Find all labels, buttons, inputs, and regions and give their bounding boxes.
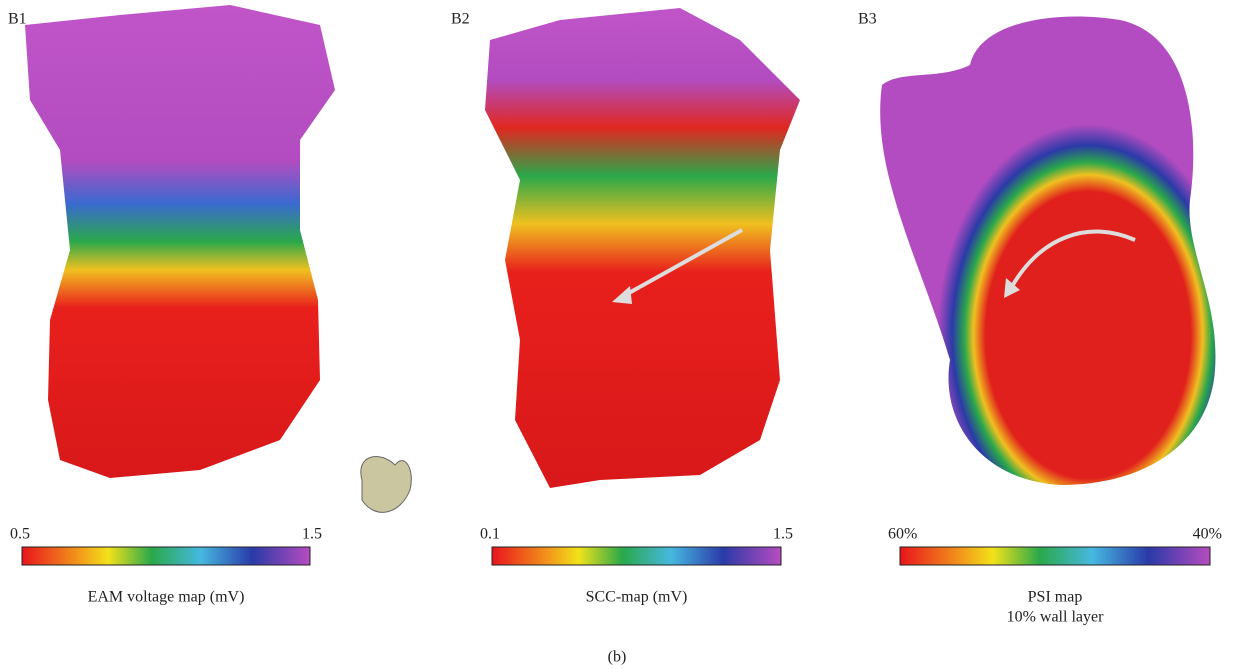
colorbar-max-label: 1.5	[773, 526, 793, 543]
colorbar-max-label: 1.5	[302, 526, 322, 543]
figure: B1 B2 B3 (b) 0.5 1.5 EAM voltage map (mV) 0…	[0, 0, 1234, 669]
colorbar-caption: 10% wall layer	[1007, 609, 1105, 626]
figure-label: (b)	[608, 649, 627, 666]
colorbar-caption: PSI map	[1028, 589, 1083, 606]
colorbar-caption: SCC-map (mV)	[586, 589, 688, 606]
colorbar-min-label: 60%	[888, 526, 917, 543]
voltage-map	[25, 5, 335, 478]
colorbar	[492, 547, 781, 565]
colorbar-caption: EAM voltage map (mV)	[88, 589, 245, 606]
psi-map	[880, 16, 1215, 485]
colorbar-min-label: 0.5	[10, 526, 30, 543]
panel-label: B3	[858, 11, 877, 28]
colorbar	[22, 547, 310, 565]
scc-map	[485, 8, 800, 488]
heart-icon	[361, 457, 412, 513]
colorbar	[900, 547, 1210, 565]
panel-label: B2	[451, 11, 470, 28]
colorbar-max-label: 40%	[1193, 526, 1222, 543]
panel-label: B1	[8, 11, 27, 28]
colorbar-min-label: 0.1	[480, 526, 500, 543]
